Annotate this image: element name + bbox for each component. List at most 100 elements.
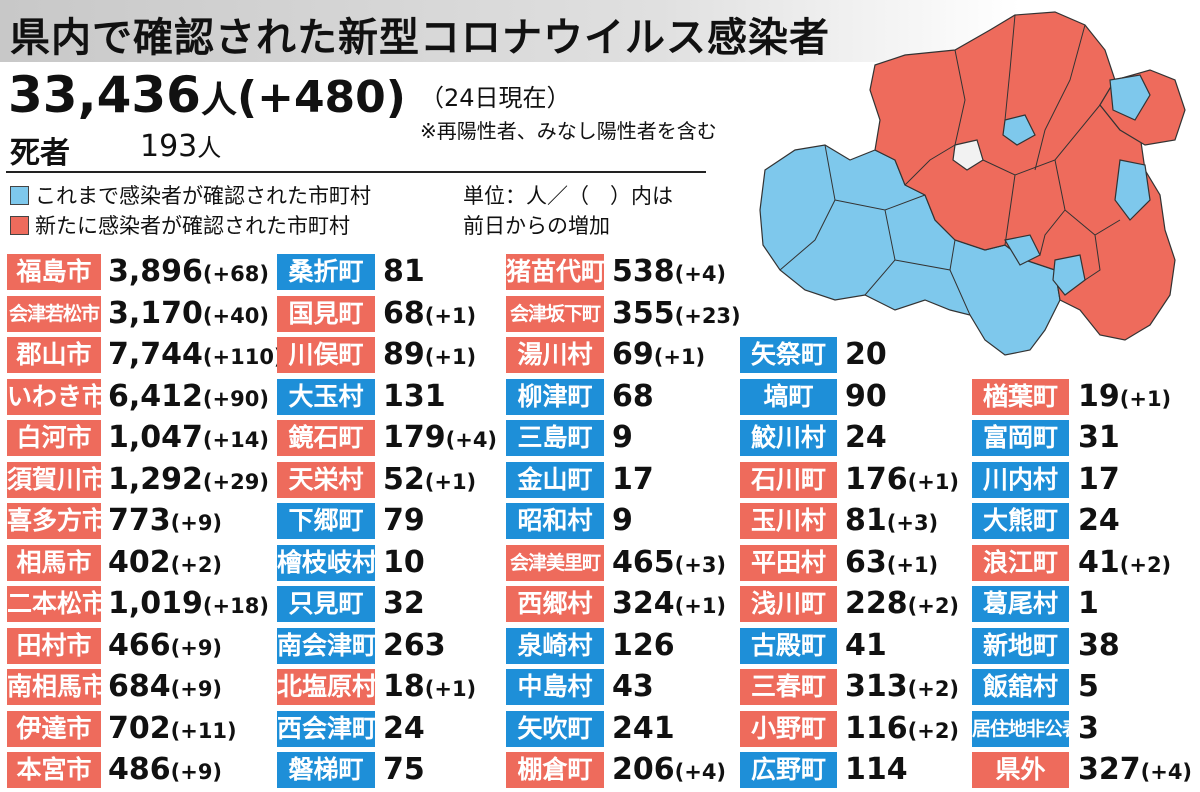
case-count: 241 [612, 710, 675, 746]
municipality-label: 西会津町 [277, 710, 375, 747]
municipality-value: 1,019(+18) [108, 586, 269, 622]
unit-note-line2: 前日からの増加 [463, 214, 610, 238]
municipality-value: 241 [612, 711, 675, 747]
municipality-value: 7,744(+110) [108, 337, 284, 373]
case-count: 702 [108, 710, 171, 746]
case-count: 81 [845, 503, 887, 538]
municipality-value: 327(+4) [1078, 752, 1192, 788]
municipality-label: 国見町 [277, 295, 375, 332]
case-count: 24 [845, 420, 887, 455]
municipality-label: 浪江町 [972, 544, 1069, 581]
daily-increase: (+4) [674, 760, 727, 784]
municipality-value: 466(+9) [108, 628, 222, 664]
case-count: 355 [612, 295, 675, 331]
municipality-label: 三春町 [740, 669, 837, 705]
municipality-value: 1 [1078, 586, 1099, 622]
daily-increase: (+23) [674, 303, 741, 328]
municipality-label: 泉崎村 [506, 627, 604, 664]
municipality-label: 棚倉町 [506, 752, 604, 788]
case-count: 402 [108, 544, 171, 580]
municipality-label: 会津美里町 [506, 544, 604, 581]
case-count: 684 [108, 669, 171, 704]
municipality-label: 石川町 [740, 461, 837, 498]
municipality-label: 大熊町 [972, 503, 1069, 539]
municipality-label: 川内村 [972, 461, 1069, 498]
case-count: 41 [845, 627, 887, 663]
municipality-value: 355(+23) [612, 296, 741, 332]
municipality-label: 鏡石町 [277, 420, 375, 456]
total-cases: 33,436人(+480) [8, 66, 406, 124]
case-count: 81 [383, 254, 425, 289]
municipality-label: いわき市 [7, 378, 101, 415]
municipality-value: 52(+1) [383, 462, 476, 498]
municipality-value: 79 [383, 503, 425, 539]
municipality-label: 郡山市 [7, 337, 101, 373]
case-count: 773 [108, 503, 171, 538]
case-count: 3,896 [108, 254, 203, 289]
daily-increase: (+90) [202, 386, 269, 411]
daily-increase: (+9) [170, 511, 223, 535]
total-unit: 人 [200, 80, 237, 121]
legend-newly-confirmed: 新たに感染者が確認された市町村 [10, 210, 350, 240]
daily-increase: (+2) [1119, 552, 1172, 577]
municipality-value: 465(+3) [612, 545, 726, 581]
municipality-value: 31 [1078, 420, 1120, 456]
legend-swatch-blue [10, 186, 29, 205]
municipality-value: 89(+1) [383, 337, 476, 373]
municipality-label: 檜枝岐村 [277, 544, 375, 581]
daily-increase: (+1) [907, 469, 960, 494]
municipality-label: 川俣町 [277, 337, 375, 373]
daily-increase: (+1) [424, 677, 477, 701]
fukushima-map [759, 11, 1186, 356]
case-count: 313 [845, 669, 908, 704]
case-count: 263 [383, 627, 446, 663]
municipality-value: 684(+9) [108, 669, 222, 705]
municipality-value: 68(+1) [383, 296, 476, 332]
case-count: 63 [845, 544, 887, 580]
case-count: 32 [383, 586, 425, 621]
municipality-label: 矢吹町 [506, 710, 604, 747]
case-count: 176 [845, 461, 908, 497]
deaths-label: 死者 [10, 136, 70, 171]
municipality-label: 昭和村 [506, 503, 604, 539]
daily-increase: (+2) [907, 677, 960, 701]
municipality-label: 平田村 [740, 544, 837, 581]
map-enclave-center [1002, 114, 1036, 146]
municipality-value: 3,896(+68) [108, 254, 269, 290]
municipality-label: 三島町 [506, 420, 604, 456]
municipality-value: 6,412(+90) [108, 379, 269, 415]
daily-increase: (+14) [202, 428, 269, 452]
municipality-value: 324(+1) [612, 586, 726, 622]
case-count: 17 [1078, 461, 1120, 497]
case-count: 228 [845, 586, 908, 621]
municipality-value: 179(+4) [383, 420, 497, 456]
daily-increase: (+11) [170, 718, 237, 743]
legend-confirmed-before-label: これまで感染者が確認された市町村 [35, 184, 371, 208]
municipality-label: 本宮市 [7, 752, 101, 788]
municipality-label: 会津若松市 [7, 295, 101, 332]
municipality-label: 新地町 [972, 627, 1069, 664]
municipality-label: 居住地非公表 [972, 710, 1069, 747]
case-count: 43 [612, 669, 654, 704]
daily-increase: (+1) [424, 469, 477, 494]
daily-increase: (+2) [170, 552, 223, 577]
municipality-value: 702(+11) [108, 711, 237, 747]
case-count: 9 [612, 503, 633, 538]
municipality-label: 喜多方市 [7, 503, 101, 539]
case-count: 68 [612, 378, 654, 414]
municipality-value: 114 [845, 752, 908, 788]
municipality-label: 葛尾村 [972, 586, 1069, 622]
municipality-label: 二本松市 [7, 586, 101, 622]
municipality-value: 24 [845, 420, 887, 456]
case-count: 3 [1078, 710, 1099, 746]
case-count: 31 [1078, 420, 1120, 455]
municipality-label: 湯川村 [506, 337, 604, 373]
municipality-value: 228(+2) [845, 586, 959, 622]
case-count: 1 [1078, 586, 1099, 621]
daily-increase: (+2) [907, 594, 960, 618]
municipality-value: 402(+2) [108, 545, 222, 581]
municipality-label: 楢葉町 [972, 378, 1069, 415]
municipality-value: 3 [1078, 711, 1099, 747]
municipality-value: 263 [383, 628, 446, 664]
municipality-value: 1,292(+29) [108, 462, 269, 498]
